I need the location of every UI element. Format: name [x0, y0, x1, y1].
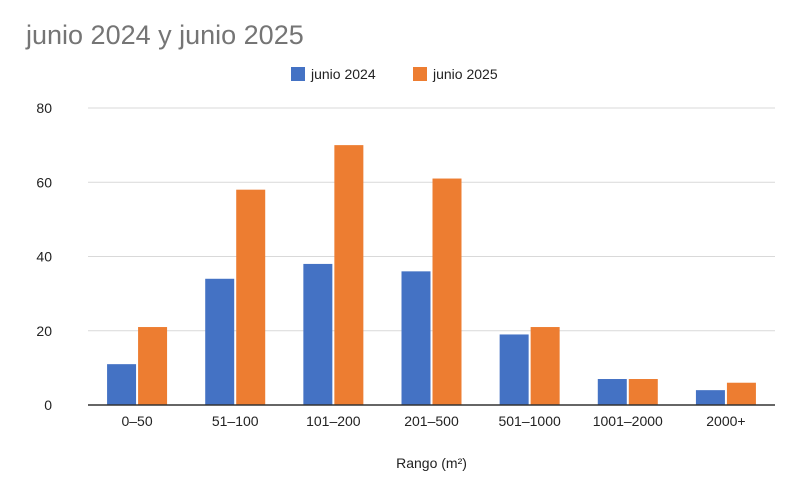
legend-swatch	[291, 67, 305, 81]
x-tick-label: 51–100	[212, 413, 259, 429]
bar	[107, 364, 137, 405]
bar	[432, 178, 462, 405]
legend-label: junio 2024	[310, 66, 376, 82]
y-tick-label: 20	[36, 323, 52, 339]
bar	[236, 189, 266, 405]
y-tick-label: 40	[36, 249, 52, 265]
x-tick-label: 101–200	[306, 413, 361, 429]
legend-swatch	[413, 67, 427, 81]
bar	[401, 271, 431, 405]
y-tick-label: 60	[36, 174, 52, 190]
y-tick-label: 80	[36, 100, 52, 116]
x-tick-label: 201–500	[404, 413, 459, 429]
x-axis-ticks: 0–50 51–100 101–200 201–500 501–1000 1001–200…	[121, 413, 745, 429]
bar	[628, 379, 658, 405]
x-tick-label: 2000+	[706, 413, 745, 429]
y-axis-ticks: 0 20 40 60 80	[36, 100, 52, 413]
x-tick-label: 1001–2000	[593, 413, 663, 429]
bar	[726, 382, 756, 405]
bar	[530, 327, 560, 405]
bar	[334, 145, 364, 405]
bar	[303, 263, 333, 405]
legend-label: junio 2025	[432, 66, 498, 82]
bar	[138, 327, 168, 405]
x-axis-label: Rango (m²)	[396, 455, 467, 471]
chart-title: junio 2024 y junio 2025	[26, 20, 304, 50]
bar	[597, 379, 627, 405]
bar	[499, 334, 529, 405]
bar	[695, 390, 725, 405]
y-tick-label: 0	[44, 397, 52, 413]
x-tick-label: 501–1000	[498, 413, 561, 429]
legend: junio 2024 junio 2025	[291, 66, 498, 82]
bars	[107, 145, 756, 405]
x-tick-label: 0–50	[121, 413, 152, 429]
bar	[205, 278, 235, 405]
gridlines	[88, 107, 775, 332]
